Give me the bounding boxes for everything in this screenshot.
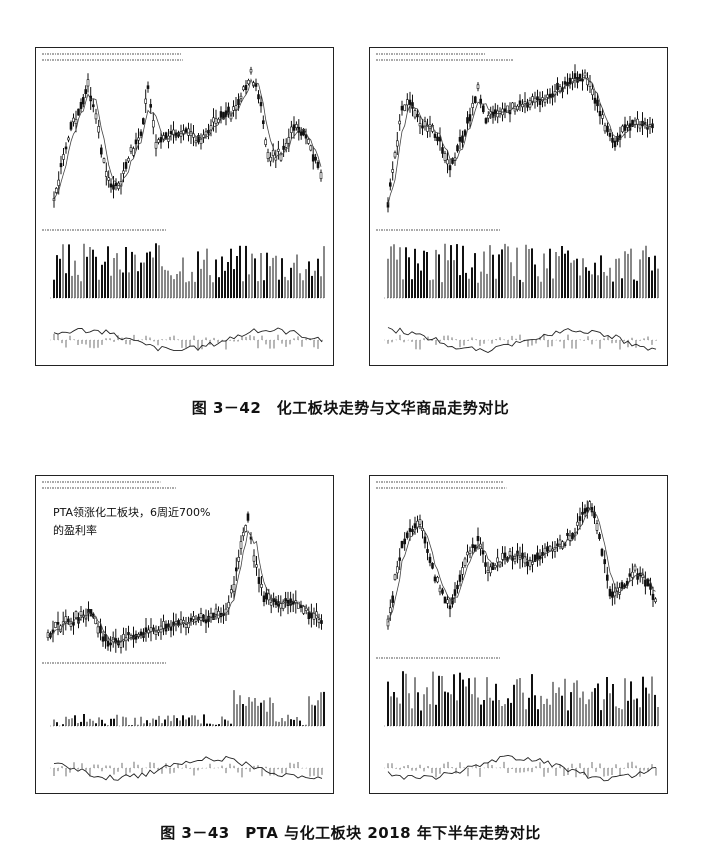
chart-panel-chemical-sector <box>35 47 334 366</box>
pta-annotation-line2: 的盈利率 <box>53 524 97 537</box>
kline-chart-graphic <box>42 481 326 781</box>
chart-panel-chemical-sector-2018 <box>369 475 668 794</box>
pta-annotation-line1: PTA领涨化工板块，6周近700% <box>53 506 211 519</box>
kline-chart-graphic <box>376 481 660 782</box>
figure-3-43-caption: 图 3－43 PTA 与化工板块 2018 年下半年走势对比 <box>160 824 541 842</box>
kline-chart-graphic <box>376 53 660 354</box>
chart-panel-pta: PTA领涨化工板块，6周近700% 的盈利率 <box>35 475 334 794</box>
figure-3-42-caption: 图 3－42 化工板块走势与文华商品走势对比 <box>191 399 510 417</box>
chart-panel-wenhua-commodity <box>369 47 668 366</box>
kline-chart-graphic <box>42 53 326 352</box>
